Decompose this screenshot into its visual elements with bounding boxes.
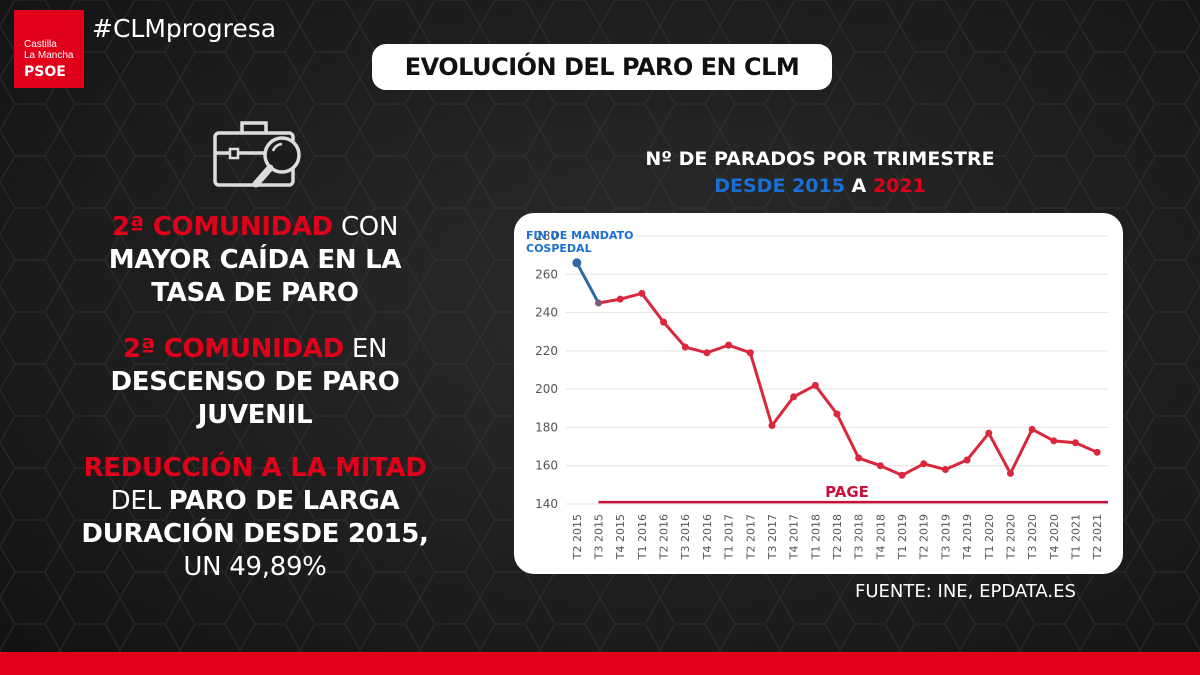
chart-title: Nº DE PARADOS POR TRIMESTRE [645, 148, 995, 170]
chart-subtitle-from: DESDE 2015 [714, 175, 845, 197]
data-point [811, 381, 819, 389]
x-tick-label: T4 2017 [788, 514, 801, 560]
x-tick-label: T2 2021 [1091, 514, 1104, 560]
highlight-3-line-2-light: DEL [110, 486, 169, 516]
logo-line-2: La Mancha [24, 50, 74, 61]
data-point [790, 393, 798, 401]
y-tick-label: 220 [535, 344, 558, 358]
highlight-2: 2ª COMUNIDAD EN DESCENSO DE PARO JUVENIL [60, 333, 450, 432]
x-tick-label: T3 2020 [1026, 514, 1039, 560]
x-tick-label: T1 2016 [636, 514, 649, 560]
data-point [963, 456, 971, 464]
x-tick-label: T3 2017 [766, 514, 779, 560]
highlight-2-line-3: JUVENIL [197, 400, 313, 430]
x-tick-label: T2 2020 [1004, 514, 1017, 560]
bottom-red-bar [0, 652, 1200, 675]
logo-line-3: PSOE [24, 64, 66, 80]
data-point [616, 295, 624, 303]
x-tick-label: T4 2020 [1048, 514, 1061, 560]
highlight-2-line-2: DESCENSO DE PARO [110, 367, 400, 397]
data-point [985, 429, 993, 437]
x-tick-label: T2 2016 [658, 514, 671, 560]
chart-subtitle-mid: A [844, 175, 873, 197]
highlight-1: 2ª COMUNIDAD CON MAYOR CAÍDA EN LA TASA … [60, 211, 450, 310]
chart-card: 140 160 180 200 220 240 260 280 T2 2015 T3 2015 T4… [514, 213, 1123, 574]
x-tick-label: T2 2019 [918, 514, 931, 560]
hashtag: #CLMprogresa [92, 14, 277, 43]
x-tick-label: T4 2015 [614, 514, 627, 560]
start-annotation-line-1: FIN DE MANDATO [526, 229, 633, 242]
y-tick-label: 200 [535, 382, 558, 396]
data-point [855, 454, 863, 462]
data-point [1028, 425, 1036, 433]
highlight-2-inline: EN [343, 334, 388, 364]
highlight-3-line-3: DURACIÓN DESDE 2015, [81, 519, 429, 549]
x-tick-label: T1 2021 [1069, 514, 1082, 560]
data-point [876, 462, 884, 470]
x-tick-label: T3 2016 [679, 514, 692, 560]
x-tick-label: T2 2015 [571, 514, 584, 560]
data-point [746, 349, 754, 357]
data-point [768, 422, 776, 430]
y-tick-label: 240 [535, 306, 558, 320]
x-tick-label: T1 2020 [983, 514, 996, 560]
series-line [598, 291, 1098, 477]
data-point [725, 341, 733, 349]
x-tick-label: T2 2018 [831, 514, 844, 560]
start-annotation-line-2: COSPEDAL [526, 242, 592, 255]
x-tick-label: T2 2017 [744, 514, 757, 560]
x-tick-label: T4 2019 [961, 514, 974, 560]
x-tick-label: T3 2018 [853, 514, 866, 560]
highlight-3-line-4: UN 49,89% [183, 552, 327, 582]
chart-subtitle-to: 2021 [872, 175, 926, 197]
y-tick-label: 180 [535, 420, 558, 434]
data-point [833, 410, 841, 418]
data-point [898, 471, 906, 479]
data-point [920, 460, 928, 468]
series-segment-first [575, 262, 600, 304]
highlight-1-line-3: TASA DE PARO [151, 278, 359, 308]
x-tick-label: T1 2019 [896, 514, 909, 560]
data-point [572, 258, 582, 268]
x-tick-label: T1 2018 [809, 514, 822, 560]
chart-subtitle: DESDE 2015 A 2021 [560, 175, 1080, 197]
x-tick-label: T1 2017 [723, 514, 736, 560]
logo-line-1: Castilla [24, 39, 57, 50]
page-title-text: EVOLUCIÓN DEL PARO EN CLM [404, 53, 800, 81]
y-tick-label: 260 [535, 267, 558, 281]
highlight-1-line-2: MAYOR CAÍDA EN LA [108, 245, 402, 275]
briefcase-search-icon [210, 115, 310, 199]
data-point [1006, 469, 1014, 477]
x-tick-label: T4 2016 [701, 514, 714, 560]
y-tick-label: 280 [535, 229, 558, 243]
data-point [941, 466, 949, 474]
data-point [638, 289, 646, 297]
reference-line-label: PAGE [825, 483, 869, 501]
y-tick-label: 160 [535, 459, 558, 473]
y-tick-label: 140 [535, 497, 558, 511]
x-tick-label: T3 2019 [939, 514, 952, 560]
x-tick-label: T3 2015 [593, 514, 606, 560]
data-point [1050, 437, 1058, 445]
highlight-3-red: REDUCCIÓN A LA MITAD [83, 453, 427, 483]
data-point [1093, 448, 1101, 456]
data-point [595, 299, 603, 307]
data-point [660, 318, 668, 326]
data-point [681, 343, 689, 351]
data-point [1071, 439, 1079, 447]
highlight-3-line-2-bold: PARO DE LARGA [168, 486, 400, 516]
highlight-1-red: 2ª COMUNIDAD [111, 212, 333, 242]
highlight-2-red: 2ª COMUNIDAD [122, 334, 344, 364]
source-note: FUENTE: INE, EPDATA.ES [855, 581, 1076, 602]
highlight-1-inline: CON [332, 212, 399, 242]
psoe-logo: Castilla La Mancha PSOE [14, 10, 84, 88]
line-chart: 140 160 180 200 220 240 260 280 T2 2015 T3 2015 T4… [526, 229, 1108, 560]
page-title: EVOLUCIÓN DEL PARO EN CLM [372, 44, 832, 90]
highlight-3: REDUCCIÓN A LA MITAD DEL PARO DE LARGA D… [60, 452, 450, 584]
x-tick-label: T4 2018 [874, 514, 887, 560]
data-point [703, 349, 711, 357]
